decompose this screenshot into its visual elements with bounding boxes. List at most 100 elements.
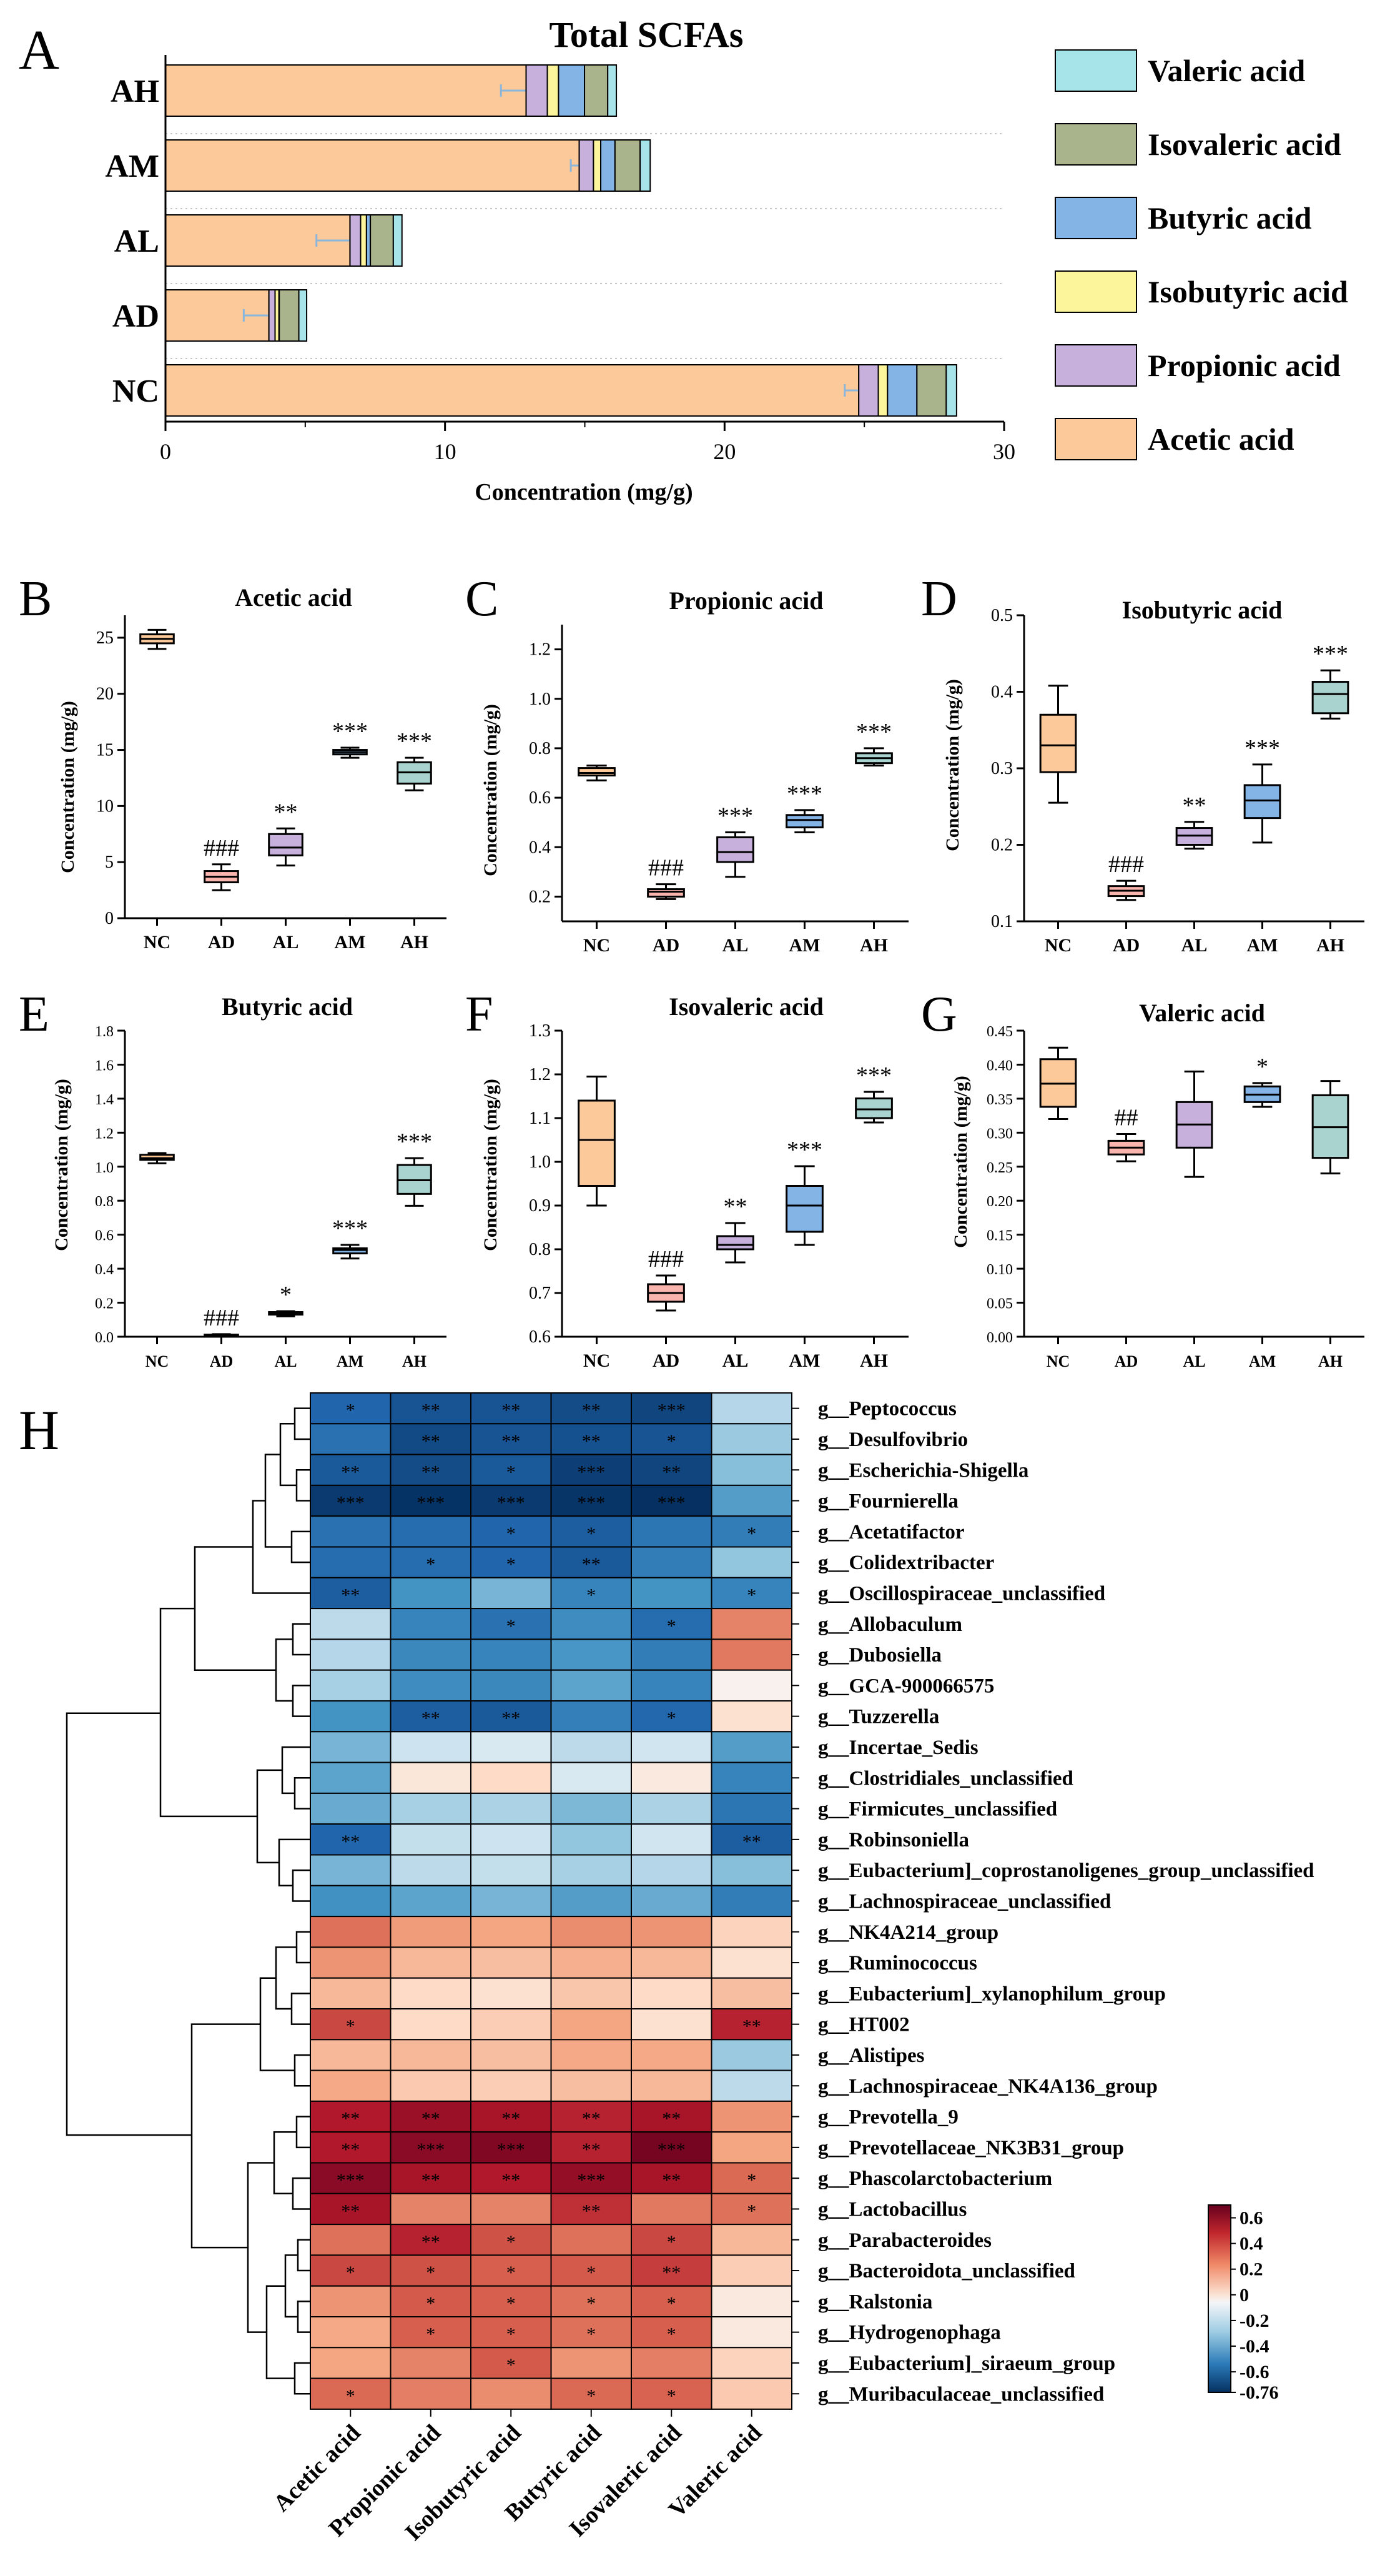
heatmap-cell xyxy=(711,1515,792,1548)
panel-e-y-tick-label: 0.0 xyxy=(95,1330,114,1346)
panel-c-x-tick-label: NC xyxy=(583,935,610,956)
heatmap-cell xyxy=(631,1916,712,1948)
heatmap-cell xyxy=(711,2131,792,2164)
panel-a-bar-segment-am-isovaleric xyxy=(614,139,641,192)
heatmap-significance-mark: * xyxy=(667,2385,676,2406)
heatmap-cell xyxy=(470,1577,552,1610)
heatmap-cell xyxy=(550,2039,632,2071)
panel-b-x-tick-label: AH xyxy=(400,932,428,953)
heatmap-row-label: g__Hydrogenophaga xyxy=(818,2322,1001,2344)
heatmap-significance-mark: * xyxy=(346,2385,355,2406)
panel-c-x-tick-label: AM xyxy=(789,935,821,956)
heatmap-significance-mark: * xyxy=(506,2324,516,2345)
heatmap-cell xyxy=(310,2347,392,2379)
heatmap-significance-mark: ** xyxy=(421,1462,440,1482)
heatmap-row-label: g__NK4A214_group xyxy=(818,1921,998,1944)
heatmap-cell xyxy=(550,2162,632,2194)
heatmap-cell xyxy=(390,1392,471,1425)
heatmap-cell xyxy=(550,2008,632,2041)
heatmap-row-label: g__HT002 xyxy=(818,2014,910,2036)
panel-a-bar-segment-ah-valeric xyxy=(607,64,618,117)
heatmap-significance-mark: ** xyxy=(421,2109,440,2129)
dendrogram-branch xyxy=(190,2023,260,2249)
heatmap-row-label: g__Eubacterium]_xylanophilum_group xyxy=(818,1983,1166,2005)
heatmap-significance-mark: * xyxy=(346,2262,355,2283)
heatmap-row-label: g__Lachnospiraceae_unclassified xyxy=(818,1890,1111,1913)
heatmap-cell xyxy=(631,2131,712,2164)
panel-a-legend-label: Acetic acid xyxy=(1148,422,1294,457)
heatmap-cell xyxy=(390,1792,471,1825)
heatmap-cell xyxy=(631,1546,712,1578)
heatmap-cell xyxy=(711,2224,792,2256)
heatmap-cell xyxy=(310,1546,392,1578)
heatmap-significance-mark: ** xyxy=(662,1462,681,1482)
heatmap-cell xyxy=(711,1608,792,1640)
heatmap-cell xyxy=(310,1792,392,1825)
dendrogram-branch xyxy=(259,1977,295,2071)
dendrogram-branch xyxy=(275,1946,297,2010)
panel-a-legend-swatch-isobutyric xyxy=(1055,270,1137,313)
panel-c-y-tick-label: 1.2 xyxy=(529,640,551,660)
heatmap-row-label: g__Fournierella xyxy=(818,1490,959,1513)
panel-e-x-tick-label: AD xyxy=(210,1352,234,1370)
panel-c-title: Propionic acid xyxy=(669,587,823,615)
heatmap-cell xyxy=(631,2069,712,2102)
heatmap-cell xyxy=(550,1823,632,1856)
heatmap-cell xyxy=(711,2347,792,2379)
heatmap-significance-mark: * xyxy=(506,2232,516,2252)
heatmap-cell xyxy=(390,1885,471,1918)
panel-g-y-tick-label: 0.20 xyxy=(987,1194,1013,1210)
heatmap-row-label: g__Alistipes xyxy=(818,2044,925,2067)
panel-e-boxplot: Butyric acid Concentration (mg/g) 0.0 0.2… xyxy=(51,993,446,1370)
heatmap-cell xyxy=(470,2069,552,2102)
panel-b-y-tick-label: 0 xyxy=(105,909,114,928)
panel-b-ah-significance-mark: *** xyxy=(397,728,432,755)
panel-b-boxplot: Acetic acid Concentration (mg/g) 0 5 10 15 2… xyxy=(57,583,446,953)
panel-d-am-significance-mark: *** xyxy=(1245,735,1280,761)
heatmap-significance-mark: * xyxy=(506,2293,516,2314)
panel-d-al-significance-mark: ** xyxy=(1183,793,1206,819)
panel-d-y-tick-label: 0.4 xyxy=(991,683,1013,702)
panel-a-bar-segment-am-acetic xyxy=(165,139,580,192)
heatmap-cell xyxy=(470,1946,552,1979)
dendrogram-branch xyxy=(247,2162,274,2333)
panel-a-bar-segment-ah-isobutyric xyxy=(546,64,560,117)
heatmap-significance-mark: * xyxy=(506,1523,516,1544)
heatmap-row-label: g__GCA-900066575 xyxy=(818,1675,994,1697)
heatmap-cell xyxy=(550,1608,632,1640)
heatmap-colorbar-tick-label: 0.4 xyxy=(1240,2234,1263,2254)
dendrogram-branch xyxy=(290,1530,310,1563)
heatmap-cell xyxy=(390,1546,471,1578)
heatmap-cell xyxy=(550,1700,632,1733)
heatmap-cell xyxy=(550,1977,632,2009)
heatmap-significance-mark: *** xyxy=(337,1493,365,1513)
heatmap-significance-mark: * xyxy=(426,2293,435,2314)
panel-a-legend-swatch-valeric xyxy=(1055,49,1137,92)
heatmap-cell xyxy=(390,1577,471,1610)
panel-a-bar-segment-nc-valeric xyxy=(945,364,957,417)
heatmap-significance-mark: ** xyxy=(341,2139,360,2160)
heatmap-cell xyxy=(310,1885,392,1918)
panel-a-bar-segment-nc-acetic xyxy=(165,364,860,417)
panel-b-x-tick-label: NC xyxy=(144,932,170,953)
heatmap-cell xyxy=(470,2377,552,2410)
heatmap-significance-mark: * xyxy=(667,2293,676,2314)
heatmap-significance-mark: *** xyxy=(658,1400,686,1421)
panel-g-title: Valeric acid xyxy=(1139,999,1265,1027)
heatmap-significance-mark: ** xyxy=(421,1708,440,1729)
heatmap-cell xyxy=(631,1761,712,1794)
heatmap-cell xyxy=(390,1854,471,1886)
heatmap-cell xyxy=(390,2192,471,2226)
panel-a-x-tick-label: 20 xyxy=(713,439,736,464)
panel-g-y-tick-label: 0.05 xyxy=(987,1296,1013,1312)
panel-g-y-tick-label: 0.00 xyxy=(987,1330,1013,1346)
heatmap-cell xyxy=(470,2100,552,2133)
panel-d-y-tick-label: 0.2 xyxy=(991,836,1013,855)
heatmap-cell xyxy=(711,1546,792,1578)
panel-e-al-significance-mark: * xyxy=(280,1282,292,1308)
heatmap-row-label: g__Allobaculum xyxy=(818,1613,962,1636)
heatmap-colorbar-tick-label: 0 xyxy=(1240,2285,1249,2306)
heatmap-cell xyxy=(550,1546,632,1578)
heatmap-row-label: g__Eubacterium]_coprostanoligenes_group_… xyxy=(818,1860,1314,1882)
heatmap-significance-mark: ** xyxy=(742,1831,761,1852)
